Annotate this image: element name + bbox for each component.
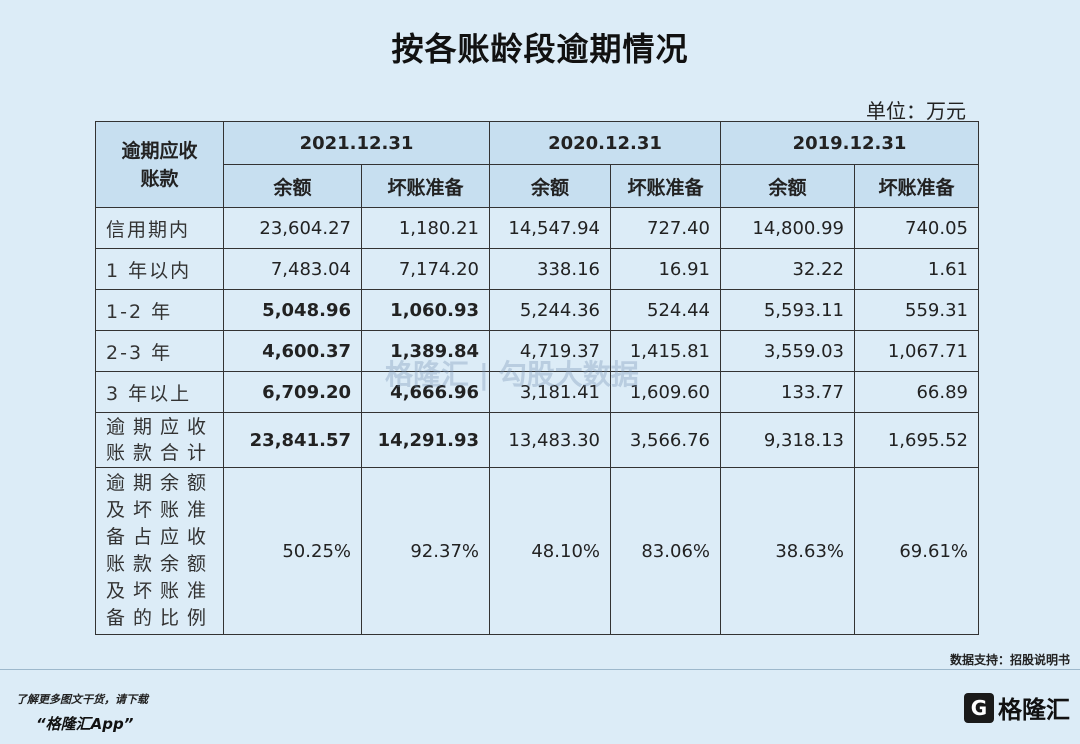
table-cell: 92.37% [361,467,490,635]
header-bad-debt: 坏账准备 [854,164,979,208]
table-cell: 4,719.37 [489,330,611,372]
row-label: 3 年以上 [95,371,224,413]
table-cell: 5,593.11 [720,289,855,331]
table-cell: 133.77 [720,371,855,413]
table-cell: 4,600.37 [223,330,362,372]
table-row: 3 年以上 6,709.20 4,666.96 3,181.41 1,609.6… [95,371,979,413]
overdue-receivables-table: 逾期应收 账款 2021.12.31 2020.12.31 2019.12.31… [95,121,979,635]
footer-divider [0,669,1080,670]
table-cell: 7,483.04 [223,248,362,290]
header-corner-line2: 账款 [140,167,179,190]
table-cell: 3,181.41 [489,371,611,413]
total-label-line1: 逾期应收 [106,416,215,438]
table-cell: 6,709.20 [223,371,362,413]
table-cell: 524.44 [610,289,721,331]
table-cell: 32.22 [720,248,855,290]
table-cell: 3,559.03 [720,330,855,372]
header-balance: 余额 [489,164,611,208]
table-cell: 1.61 [854,248,979,290]
table-cell: 3,566.76 [610,412,721,468]
table-cell: 48.10% [489,467,611,635]
table-cell: 1,180.21 [361,207,490,249]
ratio-label-line: 备的比例 [106,607,215,629]
ratio-label-line: 及坏账准 [106,580,215,602]
row-label: 1-2 年 [95,289,224,331]
row-label: 1 年以内 [95,248,224,290]
table-cell: 83.06% [610,467,721,635]
header-year: 2020.12.31 [489,121,721,165]
unit-label: 单位：万元 [866,99,966,123]
table-cell: 1,060.93 [361,289,490,331]
table-cell: 740.05 [854,207,979,249]
header-bad-debt: 坏账准备 [610,164,721,208]
ratio-label-line: 逾期余额 [106,472,215,494]
header-corner: 逾期应收 账款 [95,121,224,208]
table-cell: 1,695.52 [854,412,979,468]
table-row: 1-2 年 5,048.96 1,060.93 5,244.36 524.44 … [95,289,979,331]
header-bad-debt: 坏账准备 [361,164,490,208]
total-label: 逾期应收 账款合计 [95,412,224,468]
table-cell: 7,174.20 [361,248,490,290]
table-cell: 14,800.99 [720,207,855,249]
row-label: 2-3 年 [95,330,224,372]
table-cell: 5,048.96 [223,289,362,331]
table-cell: 14,291.93 [361,412,490,468]
table-row: 1 年以内 7,483.04 7,174.20 338.16 16.91 32.… [95,248,979,290]
ratio-label: 逾期余额 及坏账准 备占应收 账款余额 及坏账准 备的比例 [95,467,224,635]
total-row: 逾期应收 账款合计 23,841.57 14,291.93 13,483.30 … [95,412,979,468]
brand-name: 格隆汇 [998,696,1070,724]
table-cell: 66.89 [854,371,979,413]
page-title: 按各账龄段逾期情况 [391,30,689,68]
table-cell: 23,841.57 [223,412,362,468]
table-cell: 38.63% [720,467,855,635]
table-row: 信用期内 23,604.27 1,180.21 14,547.94 727.40… [95,207,979,249]
table-row: 2-3 年 4,600.37 1,389.84 4,719.37 1,415.8… [95,330,979,372]
ratio-label-line: 及坏账准 [106,499,215,521]
table-cell: 13,483.30 [489,412,611,468]
ratio-label-line: 备占应收 [106,526,215,548]
promo-app-name: “格隆汇App” [36,715,134,733]
total-label-line2: 账款合计 [106,442,215,464]
table-cell: 1,415.81 [610,330,721,372]
header-corner-line1: 逾期应收 [121,139,198,162]
table-cell: 1,067.71 [854,330,979,372]
table-cell: 1,389.84 [361,330,490,372]
ratio-label-line: 账款余额 [106,553,215,575]
table-cell: 1,609.60 [610,371,721,413]
logo-icon: G [964,692,994,723]
table-cell: 16.91 [610,248,721,290]
table-cell: 559.31 [854,289,979,331]
header-balance: 余额 [223,164,362,208]
table-cell: 5,244.36 [489,289,611,331]
header-year: 2019.12.31 [720,121,979,165]
table-cell: 50.25% [223,467,362,635]
table-cell: 727.40 [610,207,721,249]
row-label: 信用期内 [95,207,224,249]
ratio-row: 逾期余额 及坏账准 备占应收 账款余额 及坏账准 备的比例 50.25% 92.… [95,467,979,635]
table-cell: 69.61% [854,467,979,635]
table-cell: 4,666.96 [361,371,490,413]
table-cell: 338.16 [489,248,611,290]
header-year: 2021.12.31 [223,121,490,165]
promo-text: 了解更多图文干货，请下载 [16,693,148,706]
brand-logo: G 格隆汇 [964,690,1070,725]
header-balance: 余额 [720,164,855,208]
table-cell: 9,318.13 [720,412,855,468]
table-cell: 14,547.94 [489,207,611,249]
data-source: 数据支持：招股说明书 [949,653,1070,667]
table-cell: 23,604.27 [223,207,362,249]
